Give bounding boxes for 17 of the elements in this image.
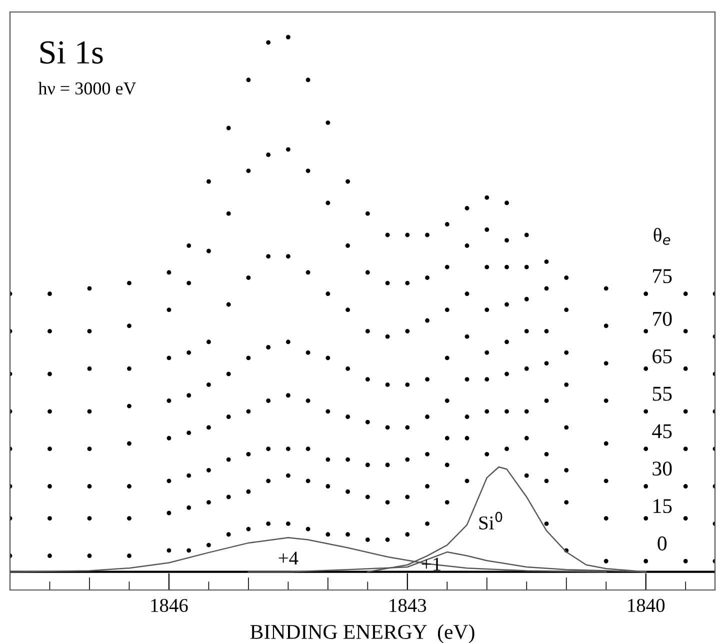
annotation: +4 [278, 552, 298, 565]
legend-title: θ$_{e}$ [654, 228, 670, 245]
x-tick-label: 1843 [390, 598, 426, 612]
annotation: Si$^{0}$ [479, 512, 502, 530]
series-label: 30 [652, 462, 672, 476]
chart-title: Si 1s [40, 41, 103, 64]
series-label: 0 [658, 536, 667, 550]
x-tick-label: 1840 [628, 598, 665, 612]
series-label: 65 [652, 349, 672, 364]
x-tick-label: 1846 [151, 598, 188, 612]
series-label: 15 [654, 499, 672, 514]
series-label: 45 [652, 424, 672, 438]
x-axis-title: BINDING ENERGY (eV) [250, 624, 474, 643]
series-label: 75 [653, 269, 672, 284]
text: hν = 3000 eV [38, 82, 136, 95]
series-label: 70 [653, 312, 672, 326]
series-label: 55 [652, 386, 672, 401]
